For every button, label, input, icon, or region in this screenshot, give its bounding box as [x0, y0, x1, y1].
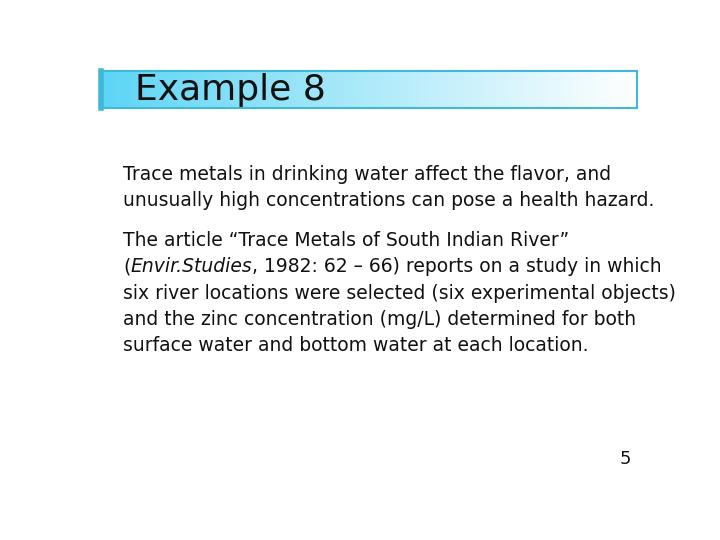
Text: surface water and bottom water at each location.: surface water and bottom water at each l… — [124, 336, 589, 355]
Text: and the zinc concentration (mg/L) determined for both: and the zinc concentration (mg/L) determ… — [124, 310, 636, 329]
Text: Example 8: Example 8 — [135, 73, 325, 107]
Text: Envir.Studies: Envir.Studies — [131, 258, 253, 276]
Text: Trace metals in drinking water affect the flavor, and: Trace metals in drinking water affect th… — [124, 165, 611, 184]
Text: 5: 5 — [620, 450, 631, 468]
Text: unusually high concentrations can pose a health hazard.: unusually high concentrations can pose a… — [124, 191, 655, 210]
Text: (: ( — [124, 258, 131, 276]
Text: , 1982: 62 – 66) reports on a study in which: , 1982: 62 – 66) reports on a study in w… — [253, 258, 662, 276]
Text: The article “Trace Metals of South Indian River”: The article “Trace Metals of South India… — [124, 231, 570, 250]
Text: six river locations were selected (six experimental objects): six river locations were selected (six e… — [124, 284, 676, 302]
